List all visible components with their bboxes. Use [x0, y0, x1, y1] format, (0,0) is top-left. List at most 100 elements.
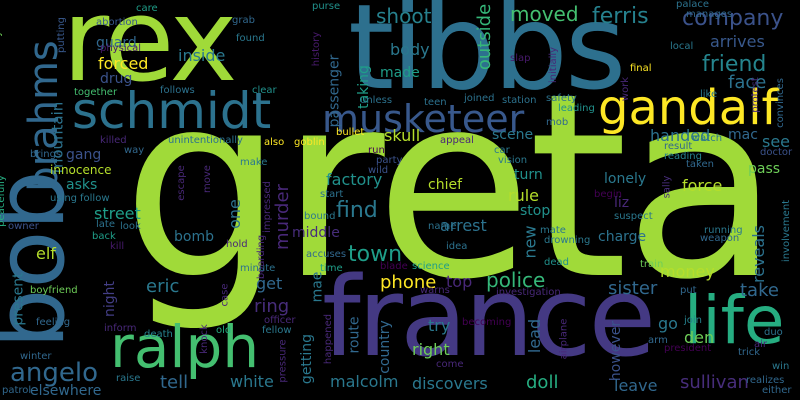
- word-follow: follow: [80, 193, 110, 204]
- word-liz: liz: [614, 195, 630, 211]
- word-top: top: [446, 272, 473, 291]
- word-eric: eric: [146, 276, 180, 297]
- word-investigation: investigation: [496, 287, 561, 298]
- word-inside: inside: [178, 46, 226, 65]
- word-innocence: innocence: [50, 163, 112, 177]
- word-arrest: arrest: [440, 216, 487, 235]
- word-also: also: [264, 137, 285, 148]
- word-ring: ring: [254, 296, 290, 317]
- word-train: train: [640, 259, 664, 270]
- word-move: move: [201, 165, 213, 193]
- word-car: car: [494, 145, 510, 156]
- word-run: run: [368, 145, 385, 156]
- word-weapon: weapon: [700, 233, 740, 244]
- word-france: france: [322, 253, 656, 381]
- word-inform: inform: [104, 323, 137, 334]
- word-idea: idea: [446, 241, 468, 252]
- word-schmidt: schmidt: [72, 82, 272, 140]
- word-old: old: [216, 325, 232, 336]
- word-get: get: [256, 274, 283, 293]
- word-reveals: reveals: [748, 225, 768, 283]
- word-chief: chief: [428, 177, 463, 193]
- word-handed: handed: [650, 126, 711, 145]
- word-turn: turn: [514, 167, 543, 183]
- word-lonely: lonely: [604, 171, 647, 187]
- word-local: local: [670, 41, 694, 52]
- word-rule: rule: [508, 186, 540, 205]
- word-escape: escape: [175, 165, 187, 201]
- word-station: station: [502, 95, 537, 106]
- word-winter: winter: [20, 351, 52, 362]
- word-becoming: becoming: [462, 317, 512, 328]
- word-make: make: [240, 157, 268, 168]
- word-history: history: [311, 31, 323, 67]
- word-arm: arm: [648, 335, 668, 346]
- word-arrives: arrives: [710, 32, 765, 51]
- word-life: life: [684, 282, 785, 359]
- word-getting: getting: [299, 333, 316, 385]
- word-kill: kill: [110, 241, 125, 252]
- word-realizes: realizes: [746, 375, 785, 386]
- word-gandalf: gandalf: [598, 80, 779, 136]
- word-purse: purse: [312, 1, 341, 12]
- word-eventually: eventually: [0, 30, 4, 84]
- word-elf: elf: [36, 244, 56, 263]
- word-pressure: pressure: [277, 339, 289, 383]
- word-initially: initially: [548, 46, 560, 84]
- word-one: one: [224, 199, 244, 229]
- word-joined: joined: [464, 93, 495, 104]
- word-moved: moved: [510, 2, 579, 26]
- word-feeling: feeling: [36, 317, 71, 328]
- word-work: work: [620, 76, 632, 102]
- word-start: start: [320, 189, 344, 200]
- word-grab: grab: [232, 15, 255, 26]
- word-airplane: airplane: [558, 318, 570, 360]
- word-made: made: [380, 65, 420, 81]
- word-back: back: [92, 231, 116, 242]
- word-body: body: [390, 40, 430, 59]
- word-case: case: [219, 283, 231, 307]
- word-lead: lead: [525, 318, 545, 354]
- word-outside: outside: [474, 3, 496, 71]
- word-brings: brings: [30, 149, 62, 160]
- word-tibbs: tibbs: [348, 0, 626, 116]
- word-sister: sister: [608, 278, 658, 299]
- word-teen: teen: [424, 97, 447, 108]
- word-goblin: goblin: [294, 137, 325, 148]
- word-accuses: accuses: [306, 249, 347, 260]
- word-malcolm: malcolm: [330, 372, 399, 391]
- word-pass: pass: [748, 161, 781, 177]
- word-trick: trick: [738, 347, 761, 358]
- word-vision: vision: [498, 155, 528, 166]
- word-gang: gang: [66, 147, 102, 163]
- word-musketeer: musketeer: [322, 97, 525, 141]
- word-force: force: [682, 176, 723, 195]
- word-result: result: [664, 141, 693, 152]
- word-money: money: [660, 262, 715, 281]
- word-come: come: [436, 359, 464, 370]
- word-present: present: [10, 272, 27, 326]
- word-put: put: [680, 285, 697, 296]
- word-minute: minute: [240, 263, 276, 274]
- word-asks: asks: [66, 177, 98, 193]
- word-mob: mob: [546, 117, 569, 128]
- word-route: route: [346, 316, 363, 354]
- word-try: try: [428, 316, 451, 335]
- word-suspect: suspect: [614, 211, 653, 222]
- word-blade: blade: [380, 261, 408, 272]
- word-white: white: [230, 372, 274, 391]
- word-face: face: [728, 72, 767, 93]
- word-physical: physical: [100, 43, 141, 54]
- word-shoot: shoot: [376, 4, 432, 28]
- word-right: right: [412, 340, 450, 359]
- word-president: president: [664, 343, 712, 354]
- word-look: look: [120, 221, 141, 232]
- word-take: take: [740, 280, 779, 301]
- word-passenger: passenger: [326, 54, 343, 128]
- word-raise: raise: [116, 373, 141, 384]
- word-final: final: [630, 63, 652, 74]
- word-charge: charge: [598, 229, 647, 245]
- word-putting: putting: [56, 17, 67, 53]
- word-country: country: [376, 320, 393, 374]
